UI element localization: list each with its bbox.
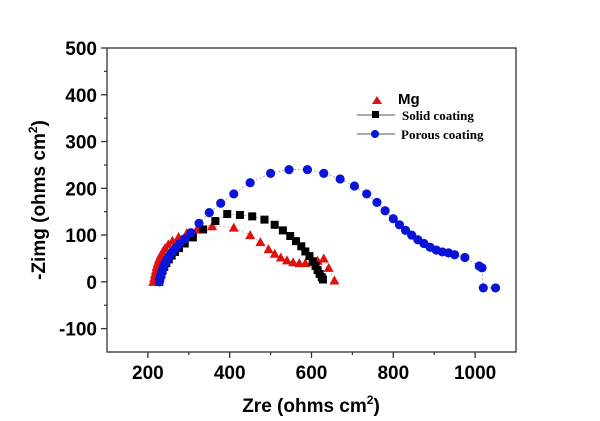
legend-label-solid: Solid coating bbox=[402, 108, 474, 123]
point-porous-coating bbox=[229, 189, 239, 199]
point-solid-coating bbox=[308, 257, 317, 266]
point-mg bbox=[263, 244, 274, 254]
point-porous-coating bbox=[194, 218, 204, 228]
point-solid-coating bbox=[180, 239, 189, 248]
point-mg bbox=[207, 221, 218, 231]
point-solid-coating bbox=[311, 261, 320, 270]
point-porous-coating bbox=[362, 189, 372, 199]
legend-label-porous: Porous coating bbox=[401, 127, 484, 142]
legend-item-porous: Porous coating bbox=[357, 127, 484, 142]
point-solid-coating bbox=[318, 275, 327, 284]
y-tick-label: 0 bbox=[86, 273, 97, 294]
point-solid-coating bbox=[199, 225, 208, 234]
x-tick-label: 200 bbox=[132, 363, 164, 384]
point-mg bbox=[288, 257, 299, 267]
y-tick-label: 300 bbox=[65, 133, 97, 154]
legend-triangle-icon bbox=[372, 96, 382, 104]
point-mg bbox=[167, 235, 178, 245]
point-mg bbox=[255, 237, 266, 247]
point-porous-coating bbox=[349, 181, 360, 191]
point-porous-coating bbox=[388, 214, 398, 224]
point-porous-coating bbox=[490, 283, 501, 293]
point-mg bbox=[269, 248, 280, 258]
point-porous-coating bbox=[216, 198, 226, 208]
series-markers bbox=[148, 165, 501, 293]
y-tick-label: -100 bbox=[59, 320, 97, 341]
point-porous-coating bbox=[335, 174, 345, 184]
point-porous-coating bbox=[460, 252, 470, 263]
point-porous-coating bbox=[186, 228, 196, 238]
x-tick-label: 1000 bbox=[454, 363, 496, 384]
point-porous-coating bbox=[180, 234, 190, 244]
point-mg bbox=[228, 222, 239, 232]
y-tick-label: 500 bbox=[65, 39, 97, 60]
legend-item-mg: Mg bbox=[372, 91, 420, 108]
legend-item-solid: Solid coating bbox=[357, 108, 474, 123]
y-axis-title: -Zimg (ohms cm2) bbox=[26, 120, 50, 280]
point-porous-coating bbox=[450, 250, 460, 260]
point-porous-coating bbox=[372, 197, 382, 207]
point-solid-coating bbox=[305, 252, 314, 261]
legend-circle-icon bbox=[371, 130, 379, 138]
point-mg bbox=[329, 275, 340, 285]
point-solid-coating bbox=[188, 233, 197, 242]
point-mg bbox=[323, 262, 334, 272]
point-mg bbox=[275, 252, 286, 262]
point-porous-coating bbox=[284, 165, 294, 175]
point-solid-coating bbox=[297, 242, 306, 251]
y-tick-label: 400 bbox=[65, 86, 97, 107]
point-solid-coating bbox=[291, 237, 300, 246]
x-tick-label: 400 bbox=[214, 363, 246, 384]
point-porous-coating bbox=[245, 178, 255, 188]
tick-labels: 200 400 600 800 1000 -100 0 100 200 300 400 500 bbox=[59, 39, 496, 384]
point-solid-coating bbox=[286, 232, 295, 241]
legend-label-mg: Mg bbox=[398, 91, 420, 108]
point-solid-coating bbox=[223, 210, 232, 219]
point-solid-coating bbox=[211, 217, 220, 226]
point-solid-coating bbox=[260, 215, 269, 224]
point-solid-coating bbox=[235, 210, 244, 219]
point-solid-coating bbox=[278, 226, 287, 235]
x-axis-title: Zre (ohms cm2) bbox=[242, 393, 380, 417]
point-porous-coating bbox=[204, 208, 214, 218]
point-mg bbox=[281, 255, 292, 265]
point-porous-coating bbox=[477, 263, 487, 273]
legend: Mg Solid coating Porous coating bbox=[357, 91, 484, 142]
x-tick-label: 800 bbox=[377, 363, 409, 384]
point-mg bbox=[318, 253, 329, 263]
point-solid-coating bbox=[301, 247, 310, 256]
point-porous-coating bbox=[266, 168, 276, 178]
plot-frame bbox=[106, 47, 517, 353]
legend-square-icon bbox=[372, 111, 379, 118]
point-mg bbox=[245, 230, 256, 240]
point-porous-coating bbox=[478, 283, 488, 293]
axes bbox=[101, 47, 517, 358]
y-tick-label: 200 bbox=[65, 179, 97, 200]
point-solid-coating bbox=[270, 220, 279, 229]
y-tick-label: 100 bbox=[65, 226, 97, 247]
point-porous-coating bbox=[394, 220, 405, 230]
point-solid-coating bbox=[248, 212, 257, 221]
point-porous-coating bbox=[319, 168, 329, 178]
x-tick-label: 600 bbox=[296, 363, 328, 384]
point-porous-coating bbox=[380, 206, 390, 216]
point-porous-coating bbox=[302, 165, 313, 175]
